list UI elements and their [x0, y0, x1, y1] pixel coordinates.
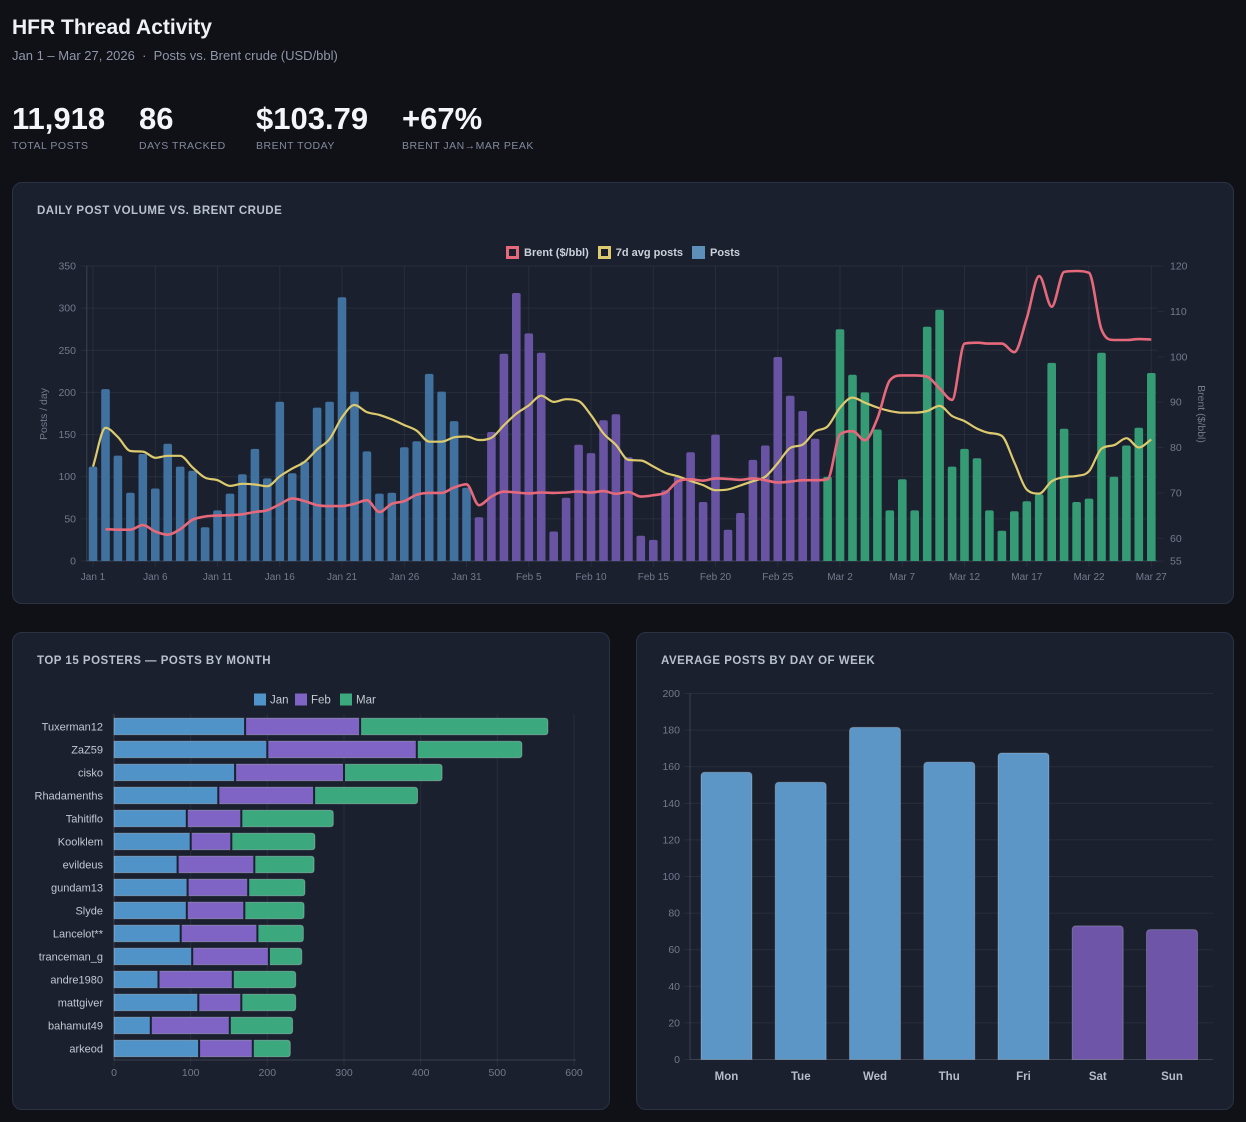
- svg-text:Brent ($/bbl): Brent ($/bbl): [1195, 385, 1207, 443]
- svg-text:Sun: Sun: [1161, 1071, 1183, 1083]
- svg-text:Feb 15: Feb 15: [638, 572, 670, 583]
- svg-text:400: 400: [412, 1067, 430, 1079]
- svg-text:cisko: cisko: [78, 768, 103, 780]
- svg-text:Mar: Mar: [356, 695, 376, 707]
- svg-text:90: 90: [1170, 397, 1182, 409]
- svg-text:300: 300: [335, 1067, 353, 1079]
- svg-text:100: 100: [58, 471, 76, 483]
- svg-text:50: 50: [64, 513, 76, 525]
- svg-text:Tue: Tue: [791, 1071, 811, 1083]
- svg-text:100: 100: [1170, 351, 1188, 363]
- svg-text:Jan 21: Jan 21: [327, 572, 357, 583]
- svg-text:40: 40: [668, 981, 680, 993]
- svg-text:Posts / day: Posts / day: [38, 387, 50, 440]
- svg-text:andre1980: andre1980: [50, 975, 103, 987]
- svg-text:Mar 2: Mar 2: [827, 572, 853, 583]
- svg-text:110: 110: [1170, 306, 1187, 318]
- svg-text:evildeus: evildeus: [63, 860, 104, 872]
- svg-text:60: 60: [1170, 533, 1182, 545]
- svg-text:Jan: Jan: [270, 695, 289, 707]
- svg-text:Mar 27: Mar 27: [1136, 572, 1168, 583]
- svg-text:100: 100: [182, 1067, 200, 1079]
- svg-text:Jan 1: Jan 1: [81, 572, 106, 583]
- svg-text:Feb: Feb: [311, 695, 331, 707]
- svg-text:Mar 7: Mar 7: [890, 572, 916, 583]
- svg-text:ZaZ59: ZaZ59: [71, 745, 103, 757]
- svg-text:gundam13: gundam13: [51, 883, 103, 895]
- svg-text:0: 0: [674, 1054, 680, 1066]
- svg-text:Tuxerman12: Tuxerman12: [42, 722, 103, 734]
- svg-text:0: 0: [111, 1067, 117, 1079]
- svg-text:80: 80: [668, 908, 680, 920]
- svg-text:300: 300: [58, 303, 76, 315]
- svg-text:80: 80: [1170, 442, 1182, 454]
- svg-text:Rhadamenths: Rhadamenths: [35, 791, 104, 803]
- svg-text:arkeod: arkeod: [69, 1044, 103, 1056]
- svg-text:600: 600: [565, 1067, 583, 1079]
- svg-text:120: 120: [1170, 261, 1188, 273]
- svg-text:Jan 31: Jan 31: [451, 572, 481, 583]
- svg-text:Jan 26: Jan 26: [389, 572, 419, 583]
- svg-text:bahamut49: bahamut49: [48, 1021, 103, 1033]
- svg-text:140: 140: [662, 798, 680, 810]
- svg-text:Mar 22: Mar 22: [1073, 572, 1105, 583]
- svg-text:55: 55: [1170, 556, 1182, 568]
- svg-text:200: 200: [662, 688, 680, 700]
- svg-text:500: 500: [489, 1067, 507, 1079]
- svg-text:120: 120: [662, 834, 680, 846]
- svg-text:Mar 17: Mar 17: [1011, 572, 1043, 583]
- svg-text:Feb 25: Feb 25: [762, 572, 794, 583]
- svg-text:Thu: Thu: [939, 1071, 960, 1083]
- svg-text:150: 150: [58, 429, 76, 441]
- svg-text:100: 100: [662, 871, 680, 883]
- svg-text:20: 20: [668, 1017, 680, 1029]
- svg-text:Feb 20: Feb 20: [700, 572, 732, 583]
- svg-text:200: 200: [259, 1067, 277, 1079]
- svg-text:Sat: Sat: [1089, 1071, 1107, 1083]
- svg-text:Mon: Mon: [715, 1071, 739, 1083]
- svg-text:60: 60: [668, 944, 680, 956]
- svg-text:70: 70: [1170, 487, 1182, 499]
- svg-text:Feb 10: Feb 10: [575, 572, 607, 583]
- svg-text:Jan 11: Jan 11: [203, 572, 233, 583]
- svg-text:tranceman_g: tranceman_g: [39, 952, 103, 964]
- svg-text:Jan 16: Jan 16: [265, 572, 295, 583]
- svg-text:350: 350: [58, 261, 76, 273]
- svg-text:200: 200: [58, 387, 76, 399]
- svg-text:160: 160: [662, 761, 680, 773]
- svg-text:Jan 6: Jan 6: [143, 572, 168, 583]
- svg-text:Fri: Fri: [1016, 1071, 1031, 1083]
- svg-text:Mar 12: Mar 12: [949, 572, 981, 583]
- svg-text:Koolklem: Koolklem: [58, 837, 103, 849]
- svg-text:Slyde: Slyde: [75, 906, 103, 918]
- svg-text:Wed: Wed: [863, 1071, 887, 1083]
- svg-text:250: 250: [58, 345, 76, 357]
- svg-text:Feb 5: Feb 5: [516, 572, 542, 583]
- svg-text:0: 0: [70, 556, 76, 568]
- svg-text:Tahitiflo: Tahitiflo: [66, 814, 103, 826]
- svg-text:Lancelot**: Lancelot**: [53, 929, 104, 941]
- svg-text:180: 180: [662, 725, 680, 737]
- svg-text:mattgiver: mattgiver: [58, 998, 104, 1010]
